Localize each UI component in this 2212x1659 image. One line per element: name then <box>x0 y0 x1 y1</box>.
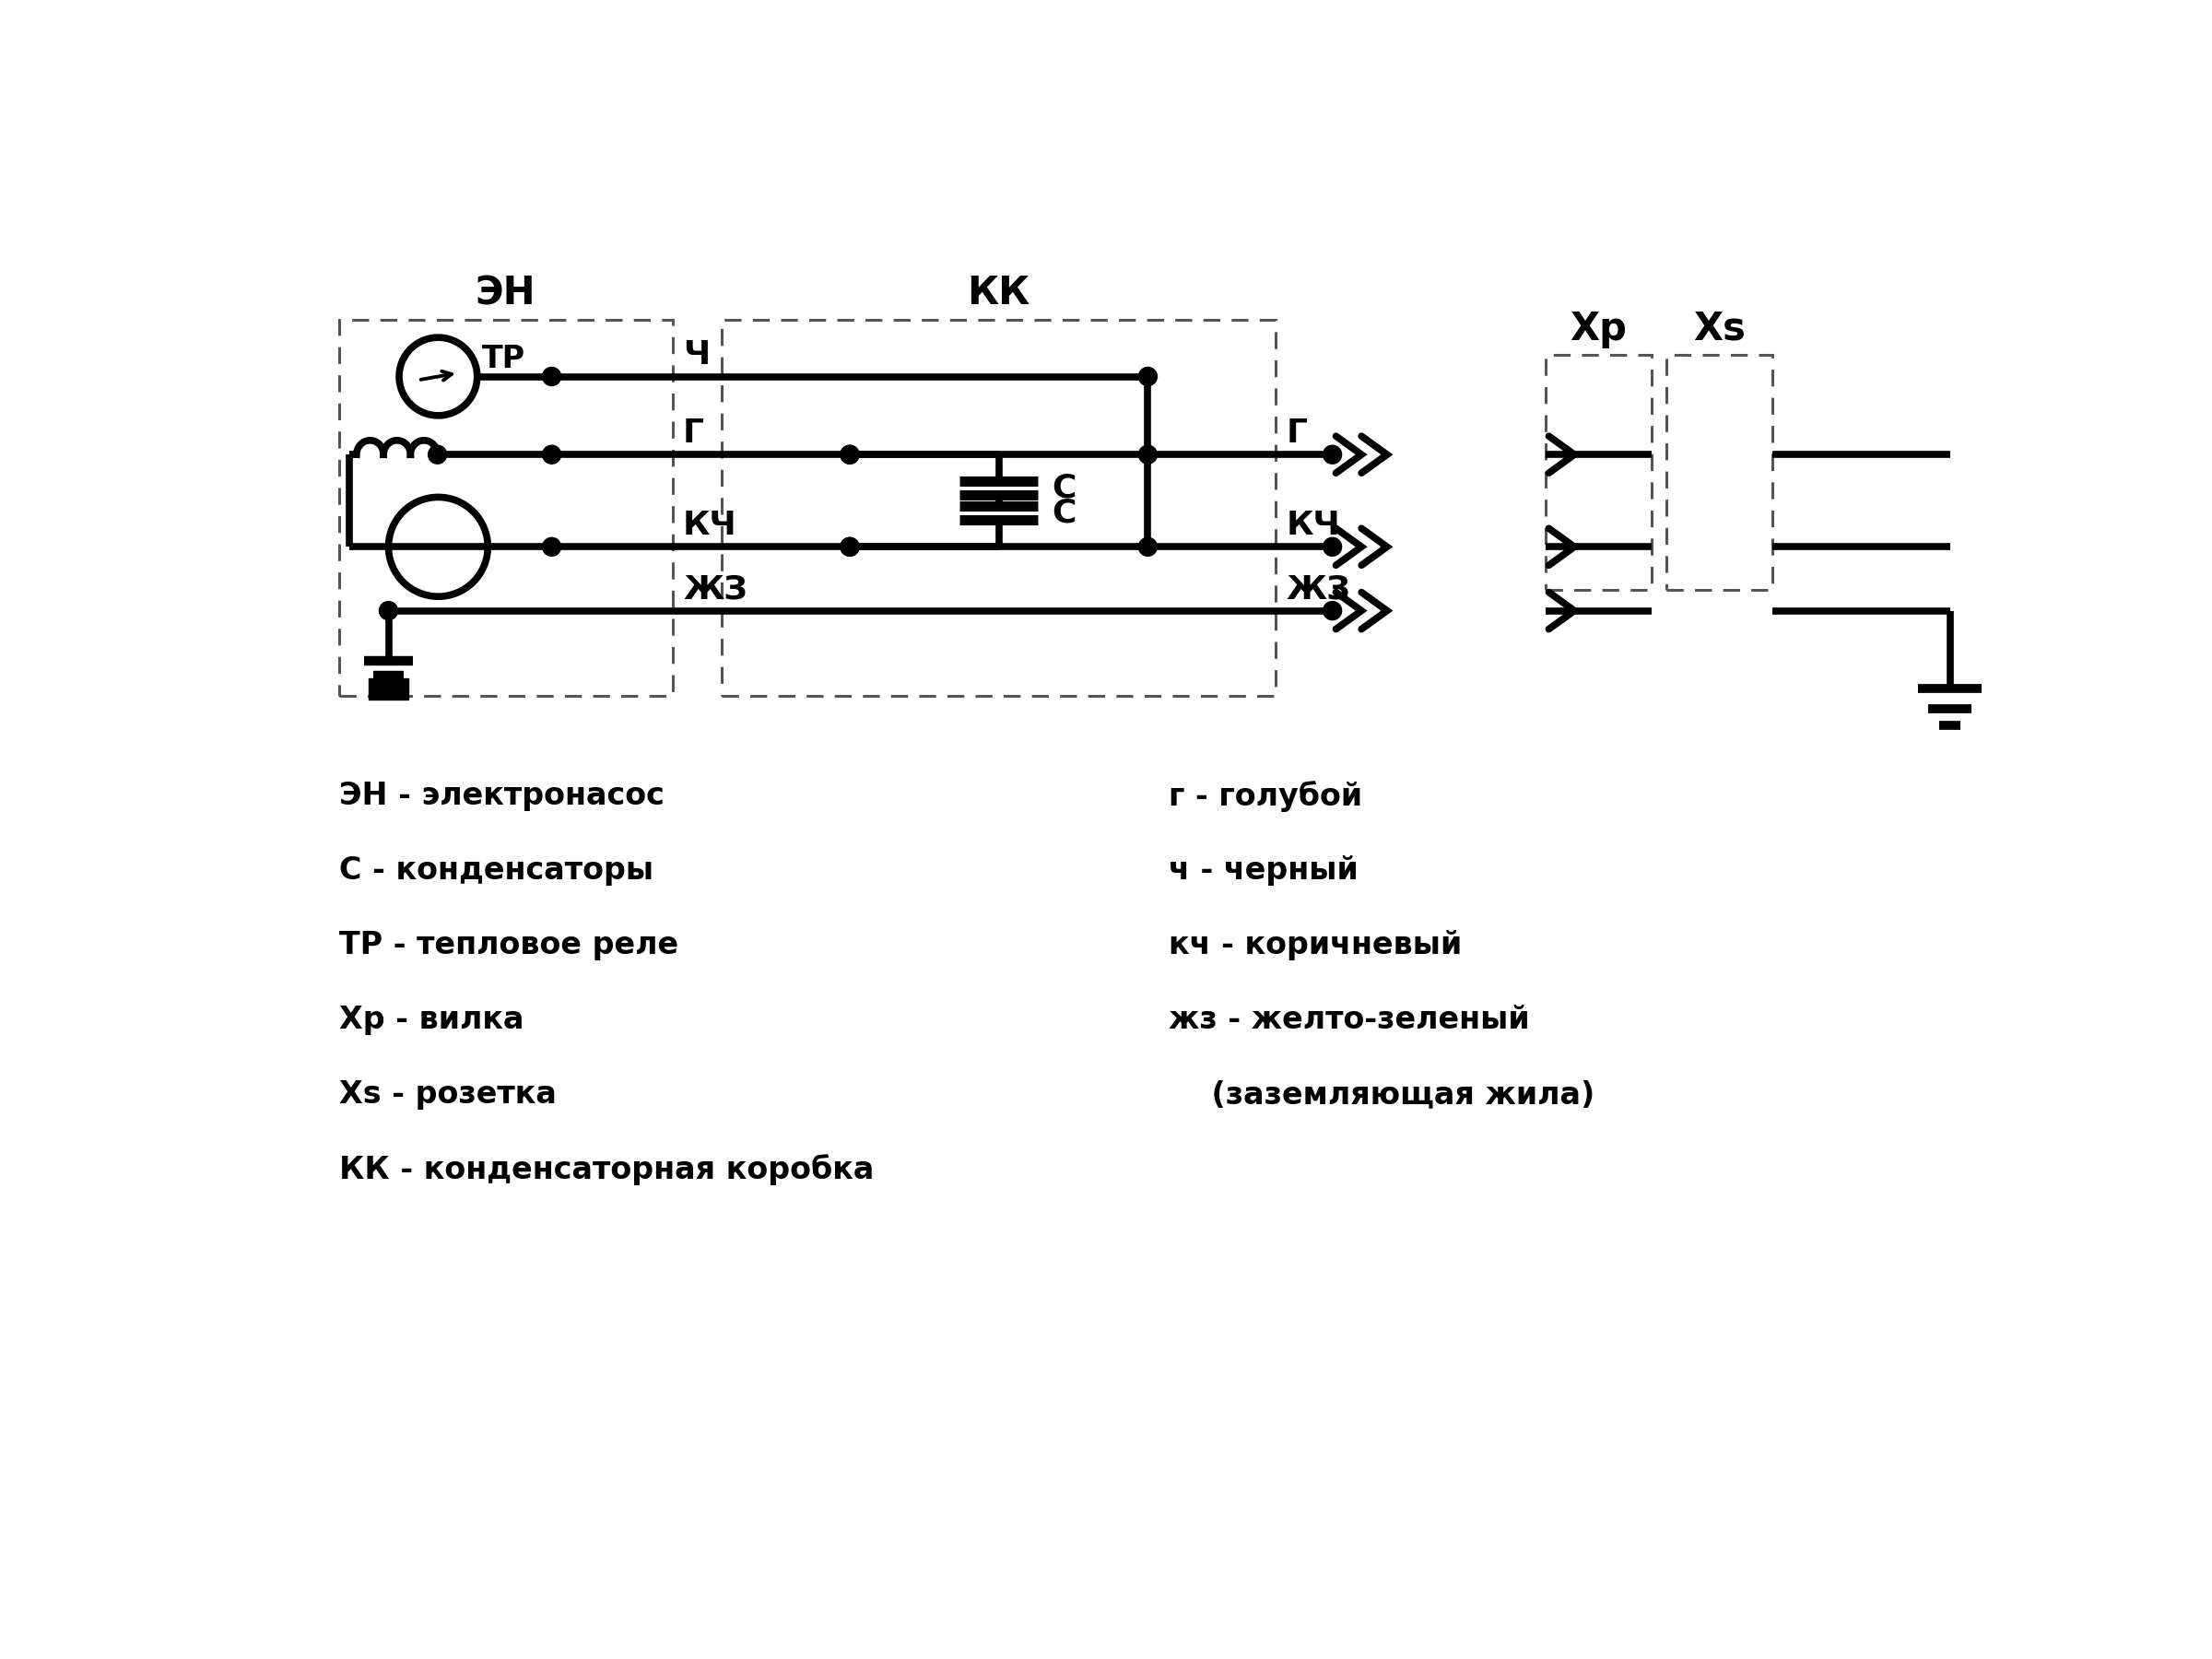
Circle shape <box>542 367 562 387</box>
Text: кч - коричневый: кч - коричневый <box>1170 931 1462 961</box>
Text: Хр: Хр <box>1571 309 1628 348</box>
Circle shape <box>841 538 858 556</box>
Text: ЭН: ЭН <box>476 274 535 312</box>
Bar <box>369 679 409 700</box>
Circle shape <box>1323 445 1343 465</box>
Circle shape <box>378 602 398 620</box>
Circle shape <box>1323 602 1343 620</box>
Text: г - голубой: г - голубой <box>1170 781 1363 813</box>
Text: КК - конденсаторная коробка: КК - конденсаторная коробка <box>338 1153 874 1185</box>
Text: Г: Г <box>684 418 703 450</box>
Text: Xs: Xs <box>1692 309 1745 348</box>
Circle shape <box>1139 538 1157 556</box>
Circle shape <box>1323 538 1343 556</box>
Text: Г: Г <box>1285 418 1307 450</box>
Circle shape <box>841 445 858 465</box>
Text: С: С <box>1053 473 1077 504</box>
Text: С - конденсаторы: С - конденсаторы <box>338 856 653 886</box>
Text: Хs - розетка: Хs - розетка <box>338 1078 555 1110</box>
Circle shape <box>542 538 562 556</box>
Text: ТР: ТР <box>482 343 526 373</box>
Circle shape <box>1139 445 1157 465</box>
Text: Хр - вилка: Хр - вилка <box>338 1005 524 1035</box>
Text: КК: КК <box>967 274 1031 312</box>
Bar <box>721 320 1276 695</box>
Circle shape <box>841 538 858 556</box>
Text: Ч: Ч <box>684 340 710 372</box>
Text: С: С <box>1053 498 1077 529</box>
Text: КЧ: КЧ <box>1285 509 1340 541</box>
Circle shape <box>1139 367 1157 387</box>
Text: ч - черный: ч - черный <box>1170 856 1358 886</box>
Text: (заземляющая жила): (заземляющая жила) <box>1170 1078 1595 1110</box>
Text: ТР - тепловое реле: ТР - тепловое реле <box>338 931 679 961</box>
Bar <box>338 320 672 695</box>
Circle shape <box>429 445 447 465</box>
Text: ЭН - электронасос: ЭН - электронасос <box>338 781 664 811</box>
Circle shape <box>542 445 562 465</box>
Circle shape <box>841 445 858 465</box>
Bar <box>1666 355 1772 589</box>
Text: ЖЗ: ЖЗ <box>1285 574 1352 606</box>
Text: ЖЗ: ЖЗ <box>684 574 748 606</box>
Text: жз - желто-зеленый: жз - желто-зеленый <box>1170 1005 1531 1035</box>
Bar <box>1546 355 1652 589</box>
Text: КЧ: КЧ <box>684 509 737 541</box>
